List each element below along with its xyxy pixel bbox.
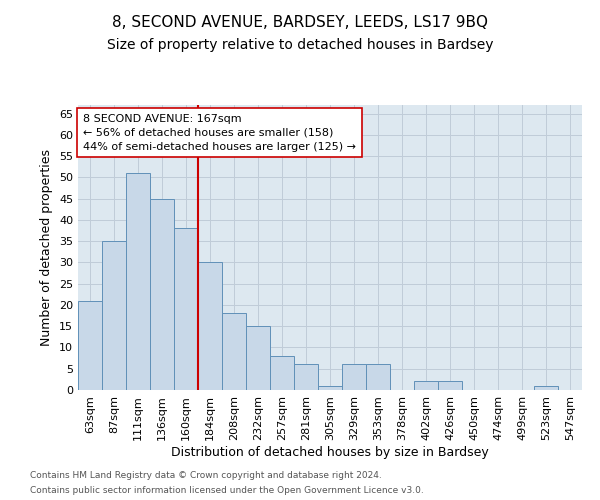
Bar	[534, 386, 558, 390]
Text: Contains public sector information licensed under the Open Government Licence v3: Contains public sector information licen…	[30, 486, 424, 495]
Bar	[174, 228, 198, 390]
Text: 8 SECOND AVENUE: 167sqm
← 56% of detached houses are smaller (158)
44% of semi-d: 8 SECOND AVENUE: 167sqm ← 56% of detache…	[83, 114, 356, 152]
Text: Size of property relative to detached houses in Bardsey: Size of property relative to detached ho…	[107, 38, 493, 52]
Text: 8, SECOND AVENUE, BARDSEY, LEEDS, LS17 9BQ: 8, SECOND AVENUE, BARDSEY, LEEDS, LS17 9…	[112, 15, 488, 30]
Text: Contains HM Land Registry data © Crown copyright and database right 2024.: Contains HM Land Registry data © Crown c…	[30, 471, 382, 480]
Bar	[366, 364, 390, 390]
Bar	[414, 382, 438, 390]
Bar	[150, 198, 174, 390]
Bar	[222, 314, 246, 390]
Bar	[342, 364, 366, 390]
Bar	[126, 173, 150, 390]
Bar	[270, 356, 294, 390]
Bar	[438, 382, 462, 390]
Y-axis label: Number of detached properties: Number of detached properties	[40, 149, 53, 346]
Bar	[318, 386, 342, 390]
Bar	[102, 241, 126, 390]
X-axis label: Distribution of detached houses by size in Bardsey: Distribution of detached houses by size …	[171, 446, 489, 458]
Bar	[198, 262, 222, 390]
Bar	[78, 300, 102, 390]
Bar	[294, 364, 318, 390]
Bar	[246, 326, 270, 390]
